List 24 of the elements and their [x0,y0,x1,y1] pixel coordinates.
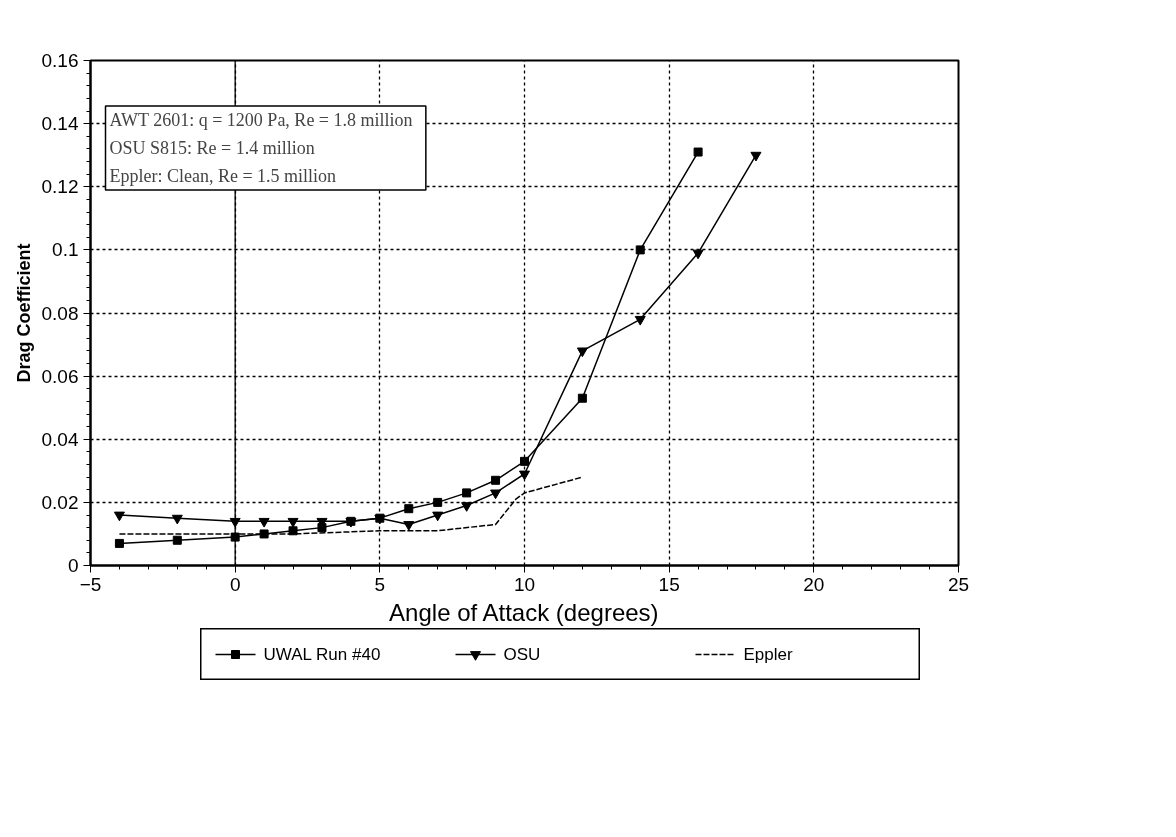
y-tick-label: 0.08 [41,302,79,324]
x-tick-label: 15 [658,573,680,595]
y-tick-label: 0.1 [52,239,79,261]
y-tick-label: 0.16 [41,50,79,71]
legend-label: Eppler [743,645,793,664]
y-axis-title: Drag Coefficient [13,243,34,383]
y-tick-label: 0.02 [41,491,79,513]
x-tick-label: −5 [79,573,102,595]
y-tick-label: 0 [67,555,79,576]
annotation: AWT 2601: q = 1200 Pa, Re = 1.8 million [109,109,413,130]
y-tick-label: 0.04 [41,428,79,450]
x-tick-label: 25 [947,573,970,595]
legend-label: UWAL Run #40 [263,645,381,664]
x-tick-label: 0 [229,573,241,595]
y-tick-label: 0.12 [41,176,79,198]
x-axis-title: Angle of Attack (degrees) [389,598,659,626]
y-tick-label: 0.14 [41,113,79,135]
legend-label: OSU [503,645,541,664]
annotation: Eppler: Clean, Re = 1.5 million [109,165,337,186]
x-tick-label: 10 [513,573,536,595]
y-tick-label: 0.06 [41,365,79,387]
x-tick-label: 5 [374,573,386,595]
x-tick-label: 20 [803,573,825,595]
annotation: OSU S815: Re = 1.4 million [109,137,315,158]
